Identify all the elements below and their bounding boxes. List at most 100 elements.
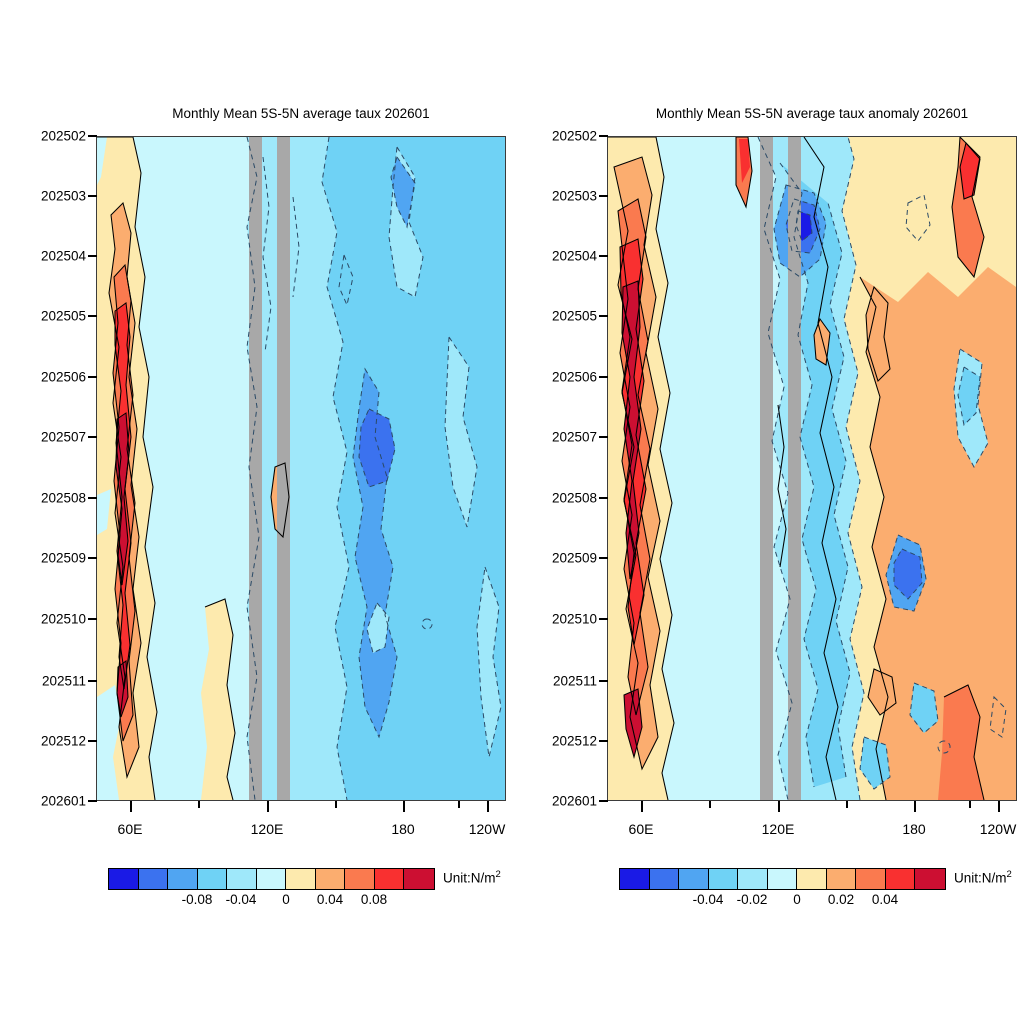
colorbar-swatch-5 — [256, 869, 287, 889]
y-tick-mark — [599, 255, 608, 257]
y-tick-label: 202601 — [40, 793, 86, 809]
y-tick-label: 202509 — [40, 550, 86, 566]
x-tick-label: 60E — [628, 821, 654, 837]
colorbar-left — [108, 868, 435, 890]
y-tick-mark — [599, 436, 608, 438]
colorbar-swatch-7 — [315, 869, 346, 889]
x-tick-mark — [641, 801, 643, 812]
colorbar-tick-label: 0.02 — [827, 892, 855, 907]
y-tick-mark — [88, 195, 97, 197]
y-tick-label: 202511 — [41, 673, 86, 689]
colorbar-swatch-2 — [168, 869, 198, 889]
y-tick-label: 202512 — [40, 733, 86, 749]
x-tick-mark — [778, 801, 780, 812]
y-tick-label: 202510 — [40, 611, 86, 627]
y-tick-label: 202502 — [551, 128, 597, 144]
x-tick-mark-minor — [198, 801, 200, 808]
x-tick-mark — [914, 801, 916, 812]
colorbar-swatch-10 — [404, 869, 434, 889]
y-tick-label: 202509 — [551, 550, 597, 566]
x-tick-label: 180 — [902, 821, 926, 837]
y-tick-label: 202503 — [40, 188, 86, 204]
colorbar-swatch-9 — [885, 869, 916, 889]
y-tick-mark — [88, 740, 97, 742]
x-tick-mark — [487, 801, 489, 812]
contour-plot-right — [608, 137, 1016, 800]
colorbar-swatch-2 — [679, 869, 709, 889]
panel-title-left: Monthly Mean 5S-5N average taux 202601 — [172, 106, 430, 121]
colorbar-tick-label: 0.04 — [871, 892, 899, 907]
colorbar-swatch-3 — [708, 869, 739, 889]
unit-exponent: 2 — [495, 869, 501, 880]
colorbar-tick-label: 0.04 — [316, 892, 344, 907]
y-tick-mark — [88, 135, 97, 137]
y-tick-mark — [599, 680, 608, 682]
x-tick-label: 120E — [761, 821, 795, 837]
colorbar-tick-label: 0.08 — [360, 892, 388, 907]
colorbar-swatch-1 — [649, 869, 680, 889]
colorbar-unit-left: Unit:N/m2 — [443, 869, 501, 886]
y-tick-label: 202508 — [40, 490, 86, 506]
x-tick-mark — [403, 801, 405, 812]
plot-frame-right — [607, 136, 1017, 801]
y-tick-mark — [88, 255, 97, 257]
y-tick-label: 202511 — [552, 673, 597, 689]
x-tick-label: 60E — [117, 821, 143, 837]
y-tick-label: 202505 — [551, 308, 597, 324]
y-tick-mark — [599, 135, 608, 137]
colorbar-tick-label: -0.08 — [181, 892, 213, 907]
colorbar-tick-label: 0 — [282, 892, 290, 907]
x-tick-label: 120W — [979, 821, 1017, 837]
colorbar-swatch-5 — [767, 869, 798, 889]
colorbar-swatch-10 — [915, 869, 945, 889]
colorbar-swatch-7 — [826, 869, 857, 889]
x-tick-mark — [998, 801, 1000, 812]
colorbar-swatch-4 — [227, 869, 257, 889]
colorbar-swatch-0 — [109, 869, 139, 889]
y-tick-mark — [88, 800, 97, 802]
colorbar-swatch-6 — [797, 869, 827, 889]
y-tick-label: 202504 — [551, 248, 597, 264]
colorbar-right — [619, 868, 946, 890]
y-tick-mark — [88, 497, 97, 499]
y-tick-label: 202512 — [551, 733, 597, 749]
y-tick-mark — [599, 740, 608, 742]
colorbar-swatch-8 — [345, 869, 375, 889]
colorbar-swatch-0 — [620, 869, 650, 889]
colorbar-swatch-4 — [738, 869, 768, 889]
x-tick-label: 120E — [250, 821, 284, 837]
y-tick-label: 202507 — [40, 429, 86, 445]
colorbar-tick-label: -0.04 — [692, 892, 724, 907]
x-tick-mark-minor — [458, 801, 460, 808]
y-tick-label: 202506 — [551, 369, 597, 385]
y-tick-label: 202505 — [40, 308, 86, 324]
x-tick-mark-minor — [335, 801, 337, 808]
y-tick-label: 202508 — [551, 490, 597, 506]
y-tick-mark — [88, 436, 97, 438]
y-tick-mark — [599, 315, 608, 317]
plot-frame-left — [96, 136, 506, 801]
y-tick-mark — [599, 618, 608, 620]
y-tick-mark — [599, 195, 608, 197]
y-tick-mark — [88, 618, 97, 620]
y-tick-mark — [88, 557, 97, 559]
colorbar-tick-label: 0 — [793, 892, 801, 907]
y-tick-mark — [88, 680, 97, 682]
x-tick-mark-minor — [846, 801, 848, 808]
colorbar-swatch-8 — [856, 869, 886, 889]
y-tick-mark — [599, 376, 608, 378]
colorbar-unit-right: Unit:N/m2 — [954, 869, 1012, 886]
y-tick-label: 202504 — [40, 248, 86, 264]
y-tick-label: 202510 — [551, 611, 597, 627]
x-tick-mark-minor — [969, 801, 971, 808]
panel-title-right: Monthly Mean 5S-5N average taux anomaly … — [655, 106, 969, 121]
y-tick-mark — [88, 315, 97, 317]
colorbar-swatch-6 — [286, 869, 316, 889]
y-tick-label: 202502 — [40, 128, 86, 144]
y-tick-mark — [599, 497, 608, 499]
x-tick-label: 180 — [391, 821, 415, 837]
x-tick-label: 120W — [468, 821, 506, 837]
y-tick-label: 202506 — [40, 369, 86, 385]
y-tick-label: 202507 — [551, 429, 597, 445]
colorbar-swatch-3 — [197, 869, 228, 889]
